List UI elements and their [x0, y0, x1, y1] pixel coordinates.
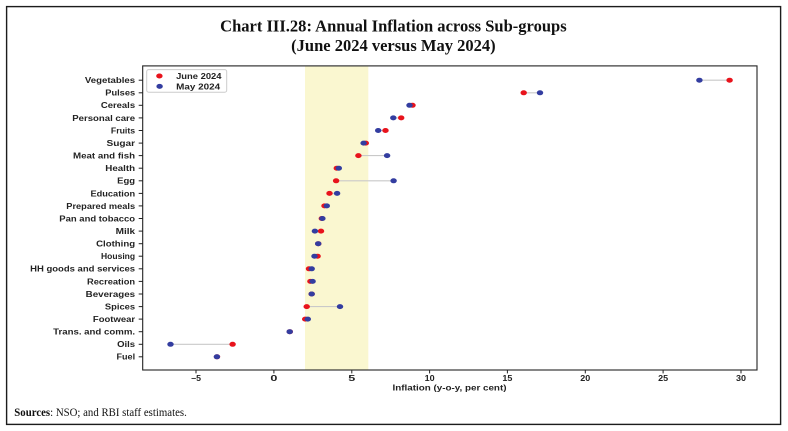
svg-text:Cereals: Cereals — [101, 101, 136, 110]
svg-text:10: 10 — [425, 374, 436, 383]
svg-text:Spices: Spices — [105, 302, 136, 311]
svg-text:Fuel: Fuel — [117, 353, 136, 362]
svg-text:Education: Education — [91, 189, 136, 198]
svg-text:Sugar: Sugar — [107, 139, 136, 148]
svg-text:Housing: Housing — [101, 252, 135, 261]
svg-text:25: 25 — [658, 374, 669, 383]
svg-text:Beverages: Beverages — [86, 290, 136, 299]
svg-text:30: 30 — [736, 374, 747, 383]
svg-text:Health: Health — [105, 164, 135, 173]
svg-text:15: 15 — [502, 374, 513, 383]
svg-text:Chart III.28: Annual Inflation: Chart III.28: Annual Inflation across Su… — [220, 17, 567, 36]
svg-text:(June 2024 versus May 2024): (June 2024 versus May 2024) — [291, 36, 496, 55]
svg-text:May 2024: May 2024 — [176, 82, 221, 91]
svg-text:Recreation: Recreation — [87, 277, 135, 286]
svg-text:Milk: Milk — [116, 227, 136, 236]
svg-text:Sources: NSO; and RBI staff es: Sources: NSO; and RBI staff estimates. — [14, 407, 187, 419]
svg-text:Trans. and comm.: Trans. and comm. — [53, 328, 135, 337]
svg-text:20: 20 — [580, 374, 591, 383]
svg-text:HH goods and services: HH goods and services — [30, 265, 136, 274]
svg-text:5: 5 — [348, 374, 356, 383]
svg-text:Prepared meals: Prepared meals — [66, 202, 135, 211]
svg-text:Inflation (y-o-y, per cent): Inflation (y-o-y, per cent) — [393, 384, 507, 393]
svg-text:Vegetables: Vegetables — [85, 76, 136, 85]
svg-text:Footwear: Footwear — [93, 315, 135, 324]
svg-text:Personal care: Personal care — [72, 114, 135, 123]
svg-text:Fruits: Fruits — [111, 126, 136, 135]
svg-text:June 2024: June 2024 — [176, 72, 222, 81]
svg-text:Clothing: Clothing — [96, 240, 135, 249]
svg-text:Pulses: Pulses — [105, 89, 135, 98]
svg-text:−5: −5 — [191, 374, 202, 383]
svg-text:Pan and tobacco: Pan and tobacco — [59, 214, 135, 223]
svg-text:Egg: Egg — [117, 177, 135, 186]
svg-text:Meat and fish: Meat and fish — [73, 152, 135, 161]
svg-text:Oils: Oils — [117, 340, 136, 349]
svg-text:0: 0 — [270, 374, 278, 383]
